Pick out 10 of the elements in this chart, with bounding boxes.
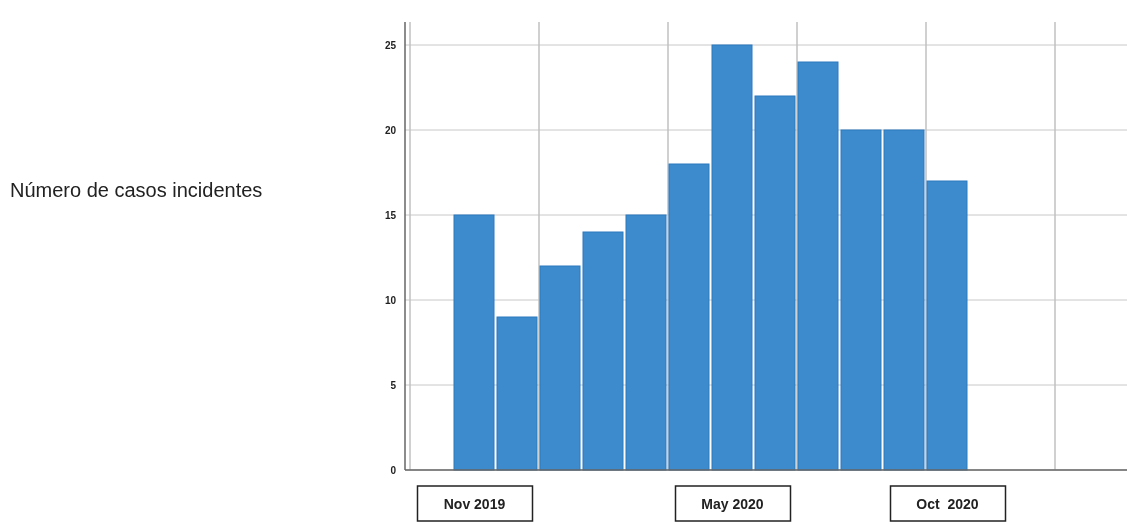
- y-tick-label: 0: [390, 464, 397, 476]
- y-tick-label: 20: [384, 124, 397, 136]
- y-tick-label: 15: [384, 209, 397, 221]
- y-tick-label: 10: [384, 294, 397, 306]
- y-tick-label: 25: [384, 39, 397, 51]
- y-tick-label: 5: [390, 379, 397, 391]
- x-tick-label: Oct 2020: [916, 495, 979, 512]
- x-tick-label: May 2020: [701, 495, 764, 512]
- text: Número de casos incidentes: [10, 179, 263, 201]
- x-tick-label: Nov 2019: [443, 495, 506, 512]
